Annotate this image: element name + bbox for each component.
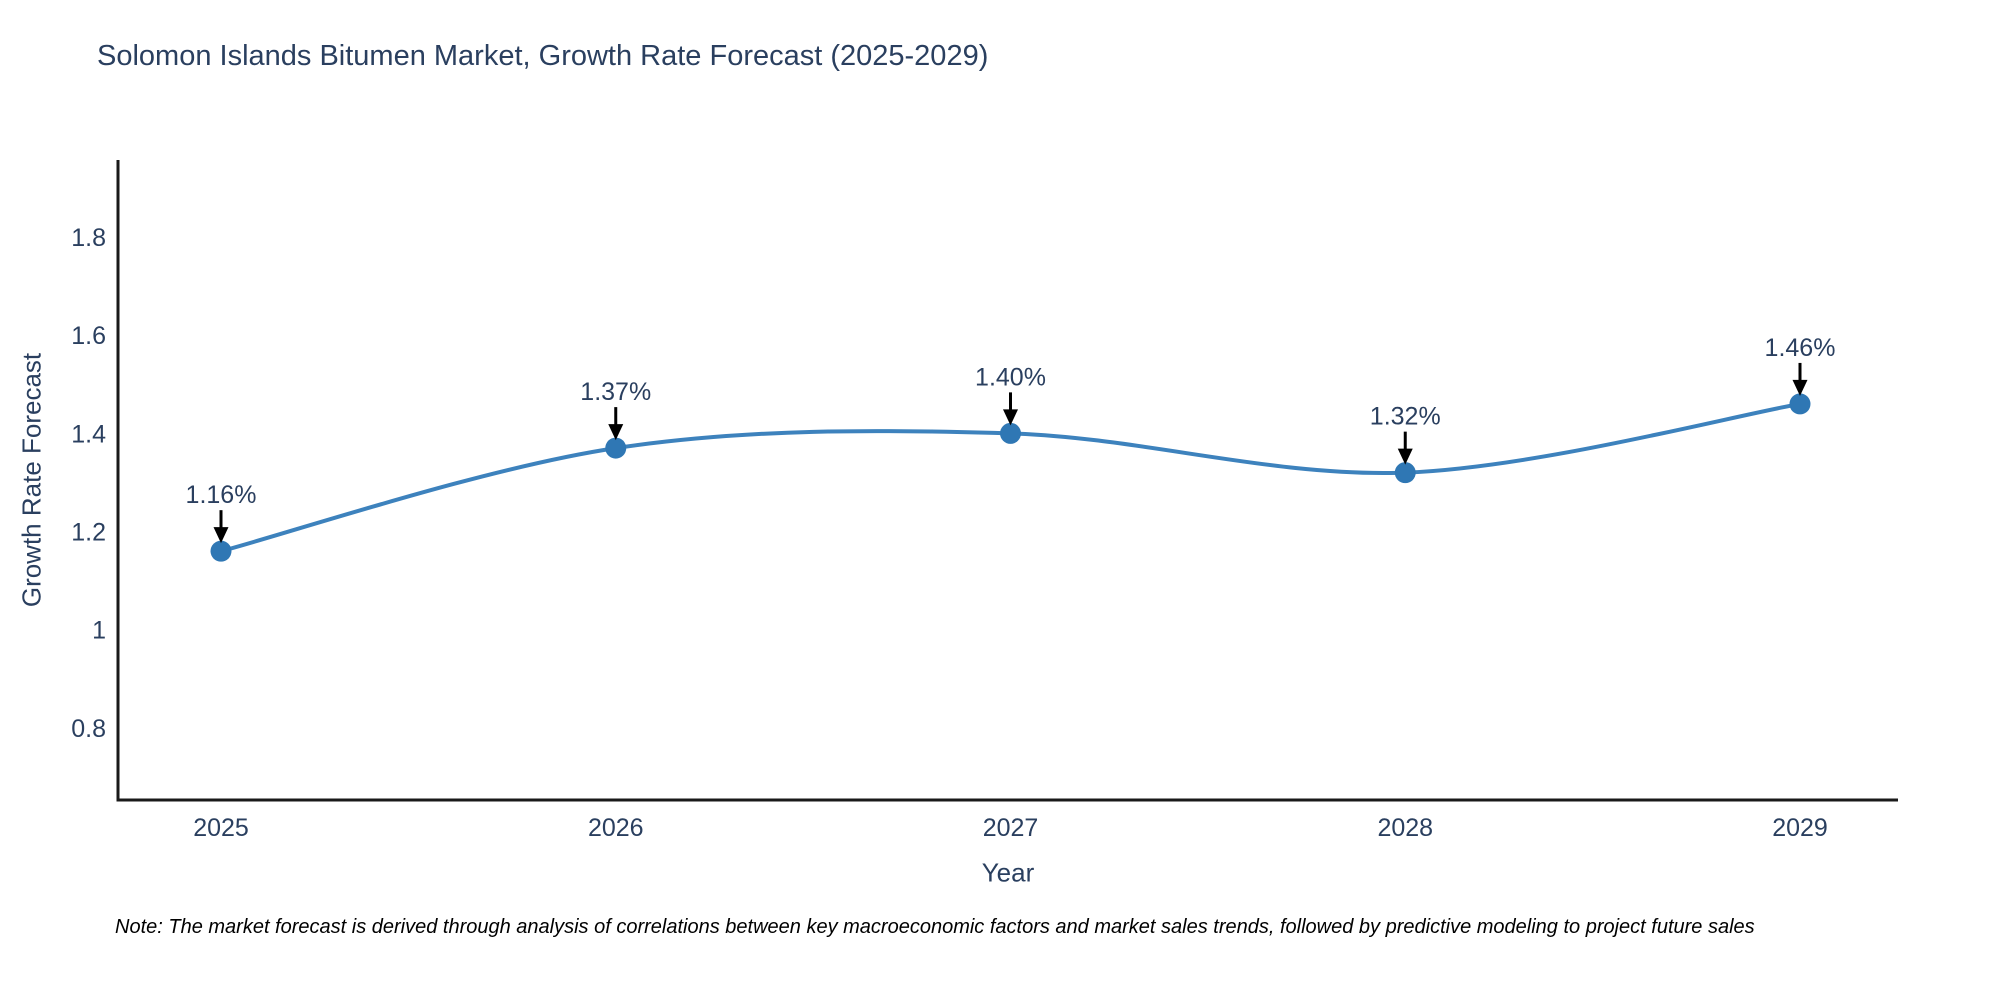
annotation-label: 1.40% <box>975 363 1046 391</box>
x-axis-title: Year <box>981 857 1035 888</box>
x-tick-label: 2026 <box>588 814 644 842</box>
y-tick-label: 1.4 <box>71 420 106 448</box>
chart-title: Solomon Islands Bitumen Market, Growth R… <box>97 40 989 72</box>
y-axis-title: Growth Rate Forecast <box>16 352 47 608</box>
annotation-label: 1.46% <box>1765 334 1836 362</box>
annotation-label: 1.37% <box>580 378 651 406</box>
x-tick-label: 2025 <box>193 814 249 842</box>
x-tick-label: 2029 <box>1772 814 1828 842</box>
footnote: Note: The market forecast is derived thr… <box>115 916 1755 938</box>
data-point-marker[interactable] <box>210 540 232 562</box>
annotation-arrow-head <box>1792 379 1808 396</box>
data-point-marker[interactable] <box>1789 393 1811 415</box>
data-point-marker[interactable] <box>605 437 627 459</box>
data-point-marker[interactable] <box>1000 422 1021 444</box>
x-tick-label: 2028 <box>1377 814 1433 842</box>
y-tick-label: 1.6 <box>71 322 106 350</box>
annotation-arrow-head <box>608 424 624 441</box>
y-tick-label: 1 <box>92 617 106 645</box>
annotation-arrow-head <box>213 527 229 544</box>
annotation-arrow-head <box>1003 409 1018 426</box>
annotation-label: 1.32% <box>1370 403 1441 431</box>
data-point-marker[interactable] <box>1394 462 1416 484</box>
y-tick-label: 0.8 <box>71 715 106 743</box>
annotation-label: 1.16% <box>186 481 257 509</box>
y-tick-label: 1.2 <box>71 519 106 547</box>
x-tick-label: 2027 <box>983 814 1039 842</box>
y-tick-label: 1.8 <box>71 224 106 252</box>
annotation-arrow-head <box>1397 448 1413 465</box>
axis-lines <box>116 160 1898 802</box>
